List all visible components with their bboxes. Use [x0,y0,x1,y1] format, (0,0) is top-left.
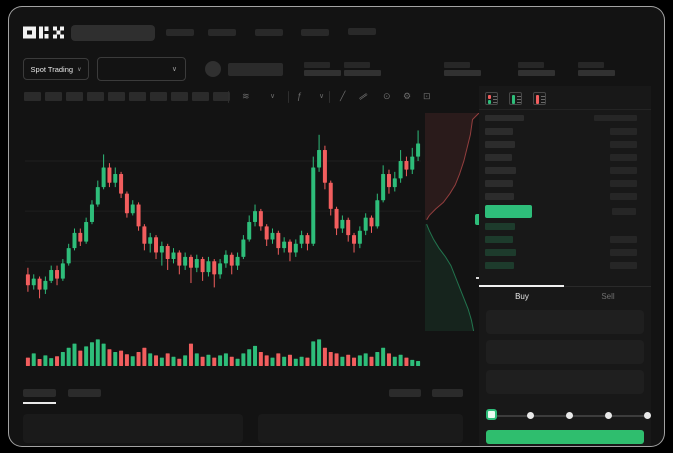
timeframe-button-skeleton[interactable] [108,92,125,101]
timeframe-button-skeleton[interactable] [129,92,146,101]
ask-price-skeleton[interactable] [485,141,515,148]
orderbook-header-skeleton[interactable] [485,115,524,121]
market-type-label: Spot Trading [30,64,74,74]
timeframe-button-skeleton[interactable] [150,92,167,101]
chevron-down-icon[interactable]: ∨ [319,93,325,100]
ask-amount-skeleton[interactable] [610,141,637,148]
fullscreen-icon[interactable]: ⊡ [423,91,431,101]
timeframe-button-skeleton[interactable] [171,92,188,101]
search-input[interactable] [71,25,155,41]
parallel-channel-icon[interactable]: ∥ [358,91,370,101]
candlestick-chart[interactable] [25,113,421,331]
market-stat-skeleton [344,62,384,78]
timeframe-button-skeleton[interactable] [213,92,230,101]
orders-panel-skeleton [258,414,463,443]
orderbook-view-bids-icon[interactable] [509,92,522,105]
nav-item-skeleton[interactable] [166,29,194,36]
ask-price-skeleton[interactable] [485,154,512,161]
timeframe-button-skeleton[interactable] [24,92,41,101]
ask-amount-skeleton[interactable] [610,180,637,187]
okx-logo-icon [23,26,64,39]
bid-price-skeleton[interactable] [485,262,514,269]
buy-submit-button[interactable] [486,430,644,444]
nav-item-skeleton[interactable] [255,29,283,36]
chevron-down-icon: ∨ [77,66,82,73]
timeframe-button-skeleton[interactable] [66,92,83,101]
tab-buy[interactable]: Buy [515,292,529,301]
depth-chart [425,113,479,331]
market-stat-skeleton [444,62,484,78]
orderbook-view-both-icon[interactable] [485,92,498,105]
slider-stop-100[interactable] [644,412,651,419]
app-window: Spot Trading ∨ ∨ ≋ ∨ ƒ ∨ ╱ ∥ ⊙ ⚙ ⊡ [8,6,665,447]
total-input-skeleton[interactable] [486,370,644,394]
chart-style-icon[interactable]: ≋ [242,91,250,101]
bid-price-skeleton[interactable] [485,236,513,243]
timeframe-button-skeleton[interactable] [87,92,104,101]
toolbar-divider [288,91,289,103]
bottom-tab-underline [23,402,56,404]
timeframe-button-skeleton[interactable] [192,92,209,101]
bid-price-skeleton[interactable] [485,249,516,256]
panel-divider [479,109,651,110]
bid-amount-skeleton[interactable] [610,262,637,269]
indicators-icon[interactable]: ƒ [297,91,303,101]
line-tool-icon[interactable]: ╱ [340,91,346,101]
slider-stop-50[interactable] [566,412,573,419]
bottom-link-skeleton[interactable] [432,389,463,397]
market-stat-skeleton [304,62,344,78]
active-tab-indicator [479,285,564,287]
bid-price-skeleton[interactable] [485,223,515,230]
slider-stop-25[interactable] [527,412,534,419]
ask-price-skeleton[interactable] [485,167,516,174]
bottom-tab-active-skeleton[interactable] [23,389,56,397]
bid-amount-skeleton[interactable] [610,236,637,243]
nav-item-skeleton[interactable] [208,29,236,36]
ask-price-skeleton[interactable] [485,128,513,135]
pair-name-skeleton [228,63,283,76]
volume-bars [25,339,421,366]
market-type-dropdown[interactable]: Spot Trading ∨ [23,58,89,80]
chevron-down-icon: ∨ [171,66,177,73]
chevron-down-icon[interactable]: ∨ [270,93,276,100]
coin-avatar [205,61,221,77]
nav-item-skeleton[interactable] [348,28,376,35]
tab-sell[interactable]: Sell [601,292,615,301]
ask-amount-skeleton[interactable] [610,167,637,174]
nav-item-skeleton[interactable] [301,29,329,36]
camera-icon[interactable]: ⊙ [383,91,391,101]
bottom-link-skeleton[interactable] [389,389,421,397]
ask-amount-skeleton[interactable] [610,154,637,161]
market-stat-skeleton [578,62,618,78]
slider-handle[interactable] [486,409,497,420]
last-price-block[interactable] [485,205,532,218]
price-input-skeleton[interactable] [486,310,644,334]
pair-selector-dropdown[interactable]: ∨ [97,57,186,81]
toolbar-divider [329,91,330,103]
ask-amount-skeleton[interactable] [610,128,637,135]
tabbar-line [479,286,651,287]
last-price-amount-skeleton[interactable] [612,208,636,215]
amount-input-skeleton[interactable] [486,340,644,364]
ask-price-skeleton[interactable] [485,180,513,187]
market-stat-skeleton [518,62,558,78]
ask-amount-skeleton[interactable] [610,193,637,200]
trade-tabbar: Buy Sell [479,285,651,312]
orderbook-header-skeleton[interactable] [594,115,637,121]
bottom-tab-skeleton[interactable] [68,389,101,397]
orderbook-view-asks-icon[interactable] [533,92,546,105]
timeframe-button-skeleton[interactable] [45,92,62,101]
settings-gear-icon[interactable]: ⚙ [403,91,412,101]
orders-panel-skeleton [23,414,243,443]
trade-side-panel: Buy Sell [479,86,651,446]
okx-logo[interactable] [23,25,67,40]
bid-amount-skeleton[interactable] [610,249,637,256]
ask-price-skeleton[interactable] [485,193,514,200]
toolbar-divider [228,91,229,103]
slider-stop-75[interactable] [605,412,612,419]
